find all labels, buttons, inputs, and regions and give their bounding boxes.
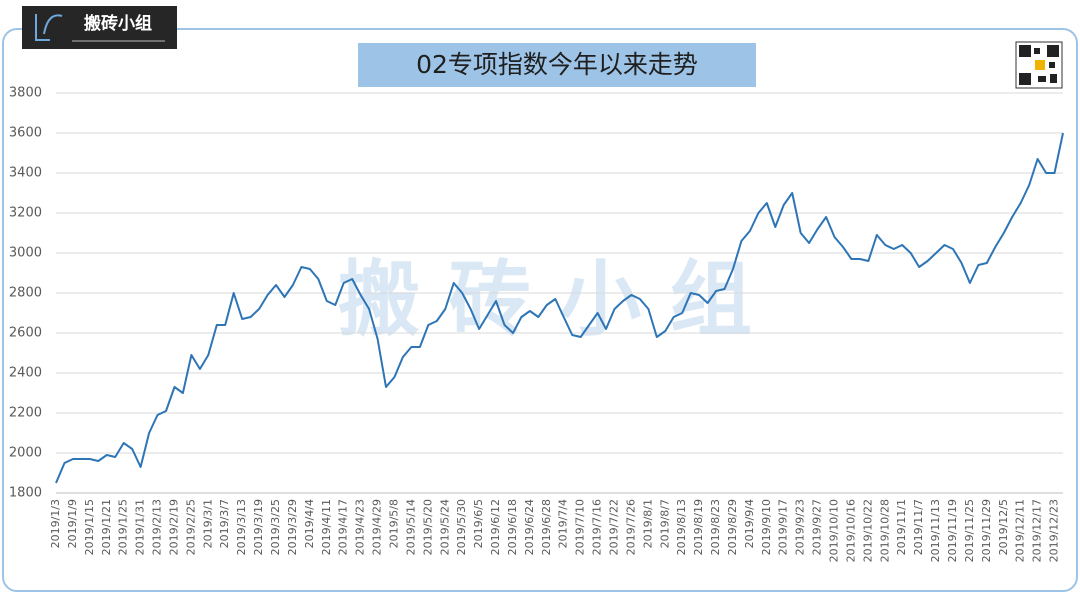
watermark: 搬 砖 小 组 bbox=[338, 252, 752, 347]
x-tick-label: 2019/12/17 bbox=[1031, 499, 1044, 562]
qr-code bbox=[1015, 41, 1063, 89]
x-tick-label: 2019/5/24 bbox=[438, 499, 451, 555]
x-tick-label: 2019/7/26 bbox=[624, 499, 637, 555]
logo-text: 搬砖小组 bbox=[84, 13, 152, 34]
x-tick-label: 2019/12/11 bbox=[1014, 499, 1027, 562]
y-tick-label: 3200 bbox=[9, 206, 42, 221]
x-tick-label: 2019/9/10 bbox=[760, 499, 773, 555]
x-tick-label: 2019/4/29 bbox=[371, 499, 384, 555]
x-tick-label: 2019/5/14 bbox=[404, 499, 417, 555]
x-tick-label: 2019/8/29 bbox=[726, 499, 739, 555]
x-tick-label: 2019/12/5 bbox=[997, 499, 1010, 555]
x-tick-label: 2019/7/22 bbox=[608, 499, 621, 555]
x-tick-label: 2019/10/16 bbox=[844, 499, 857, 562]
x-tick-label: 2019/1/21 bbox=[100, 499, 113, 555]
x-tick-label: 2019/4/23 bbox=[354, 499, 367, 555]
x-tick-label: 2019/11/13 bbox=[929, 499, 942, 562]
x-tick-label: 2019/6/5 bbox=[472, 499, 485, 548]
x-tick-label: 2019/3/19 bbox=[252, 499, 265, 555]
x-tick-label: 2019/8/19 bbox=[692, 499, 705, 555]
x-tick-label: 2019/4/11 bbox=[320, 499, 333, 555]
chart-title: 02专项指数今年以来走势 bbox=[416, 50, 698, 79]
x-tick-label: 2019/11/1 bbox=[895, 499, 908, 555]
x-tick-label: 2019/8/7 bbox=[658, 499, 671, 548]
y-tick-label: 1800 bbox=[9, 486, 42, 501]
x-tick-label: 2019/9/23 bbox=[794, 499, 807, 555]
x-tick-label: 2019/9/4 bbox=[743, 499, 756, 548]
y-tick-label: 2400 bbox=[9, 366, 42, 381]
x-tick-label: 2019/8/1 bbox=[641, 499, 654, 548]
x-tick-label: 2019/3/7 bbox=[218, 499, 231, 548]
x-tick-label: 2019/6/12 bbox=[489, 499, 502, 555]
y-tick-label: 2800 bbox=[9, 286, 42, 301]
x-tick-label: 2019/11/19 bbox=[946, 499, 959, 562]
x-tick-label: 2019/7/10 bbox=[574, 499, 587, 555]
x-tick-label: 2019/3/1 bbox=[201, 499, 214, 548]
x-tick-label: 2019/8/23 bbox=[709, 499, 722, 555]
x-tick-label: 2019/11/7 bbox=[912, 499, 925, 555]
x-tick-label: 2019/1/9 bbox=[66, 499, 79, 548]
x-tick-label: 2019/2/19 bbox=[167, 499, 180, 555]
line-series bbox=[55, 132, 1064, 484]
x-tick-label: 2019/6/18 bbox=[506, 499, 519, 555]
x-tick-label: 2019/11/25 bbox=[963, 499, 976, 562]
x-tick-label: 2019/5/8 bbox=[387, 499, 400, 548]
x-tick-label: 2019/6/28 bbox=[540, 499, 553, 555]
y-tick-label: 3400 bbox=[9, 166, 42, 181]
x-tick-label: 2019/2/25 bbox=[184, 499, 197, 555]
x-tick-label: 2019/3/25 bbox=[269, 499, 282, 555]
x-tick-label: 2019/1/25 bbox=[117, 499, 130, 555]
x-tick-label: 2019/7/16 bbox=[591, 499, 604, 555]
y-tick-label: 2200 bbox=[9, 406, 42, 421]
x-tick-label: 2019/4/4 bbox=[303, 499, 316, 548]
y-tick-label: 2600 bbox=[9, 326, 42, 341]
x-tick-label: 2019/11/29 bbox=[980, 499, 993, 562]
x-tick-label: 2019/9/27 bbox=[811, 499, 824, 555]
x-tick-label: 2019/1/3 bbox=[49, 499, 62, 548]
y-tick-label: 2000 bbox=[9, 446, 42, 461]
y-tick-label: 3000 bbox=[9, 246, 42, 261]
x-tick-label: 2019/10/22 bbox=[861, 499, 874, 562]
logo-box bbox=[22, 6, 177, 49]
x-tick-label: 2019/5/20 bbox=[421, 499, 434, 555]
y-tick-label: 3600 bbox=[9, 126, 42, 141]
x-tick-label: 2019/2/13 bbox=[151, 499, 164, 555]
x-tick-label: 2019/9/17 bbox=[777, 499, 790, 555]
x-tick-label: 2019/5/30 bbox=[455, 499, 468, 555]
x-tick-label: 2019/8/13 bbox=[675, 499, 688, 555]
x-tick-label: 2019/1/31 bbox=[134, 499, 147, 555]
logo-icon bbox=[35, 14, 63, 41]
x-tick-label: 2019/1/15 bbox=[83, 499, 96, 555]
title-box bbox=[358, 43, 756, 87]
x-tick-label: 2019/7/4 bbox=[557, 499, 570, 548]
x-tick-label: 2019/10/10 bbox=[828, 499, 841, 562]
x-tick-label: 2019/3/29 bbox=[286, 499, 299, 555]
x-tick-label: 2019/3/13 bbox=[235, 499, 248, 555]
x-tick-label: 2019/12/23 bbox=[1048, 499, 1061, 562]
x-tick-label: 2019/6/24 bbox=[523, 499, 536, 555]
x-tick-label: 2019/10/28 bbox=[878, 499, 891, 562]
y-tick-label: 3800 bbox=[9, 86, 42, 101]
frame bbox=[2, 28, 1078, 592]
x-tick-label: 2019/4/17 bbox=[337, 499, 350, 555]
